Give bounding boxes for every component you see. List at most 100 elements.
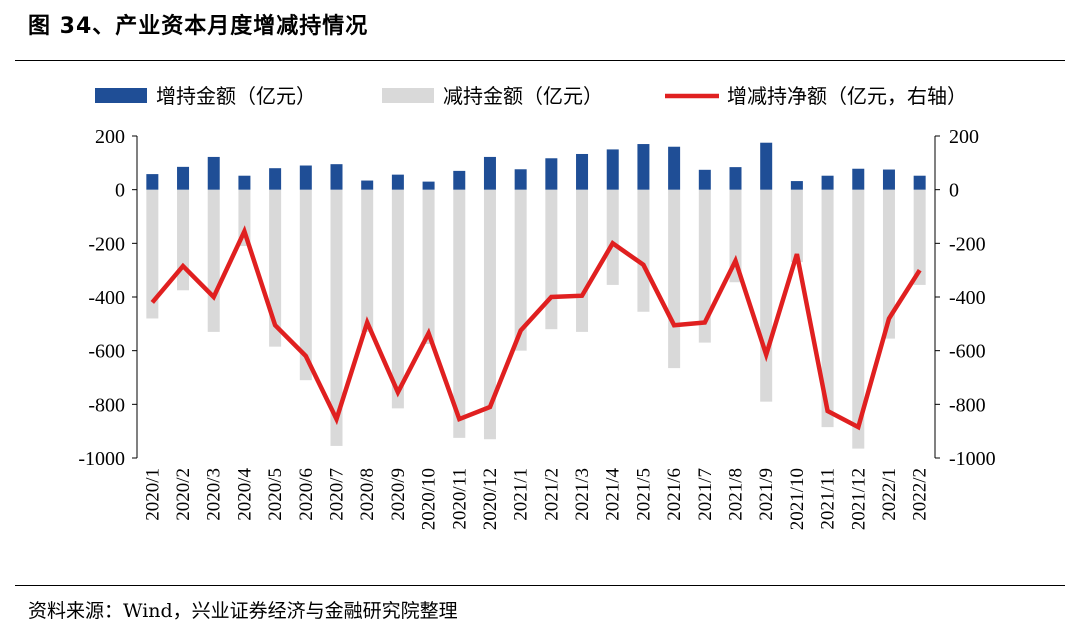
- increase-bar: [606, 149, 619, 190]
- category-label: 2021/1: [511, 468, 532, 521]
- right-tick-label: -800: [949, 394, 986, 416]
- legend-swatch-decrease: [382, 88, 434, 103]
- right-tick-label: 200: [949, 126, 979, 148]
- increase-bar: [422, 181, 435, 190]
- decrease-bar: [729, 189, 742, 283]
- category-label: 2021/7: [695, 468, 716, 521]
- decrease-bar: [453, 189, 466, 438]
- left-tick-label: -400: [88, 287, 125, 309]
- increase-bar: [729, 167, 742, 190]
- decrease-bar: [269, 189, 282, 347]
- increase-bar: [207, 156, 220, 190]
- decrease-bar: [698, 189, 711, 343]
- decrease-bar: [882, 189, 895, 339]
- source-note: 资料来源：Wind，兴业证券经济与金融研究院整理: [28, 600, 458, 622]
- decrease-bar: [852, 189, 865, 449]
- category-label: 2021/12: [848, 468, 869, 530]
- category-label: 2020/7: [327, 468, 348, 521]
- right-tick-label: -1000: [949, 448, 996, 470]
- increase-bar: [299, 165, 312, 190]
- combo-chart: 200 0 -200 -400 -600 -800 -1000 200 0 -200 -400 -60…: [78, 85, 996, 530]
- category-label: 2020/5: [265, 468, 286, 521]
- increase-bar: [391, 174, 404, 190]
- increase-bar: [698, 169, 711, 190]
- category-label: 2021/4: [603, 468, 624, 521]
- legend-label-net: 增减持净额（亿元，右轴）: [727, 85, 967, 108]
- category-label: 2020/1: [142, 468, 163, 521]
- category-label: 2020/6: [296, 468, 317, 521]
- left-tick-label: -200: [88, 233, 125, 255]
- increase-bar: [821, 175, 834, 190]
- increase-bar: [177, 166, 190, 190]
- right-tick-label: -200: [949, 233, 986, 255]
- increase-bar: [790, 181, 803, 190]
- increase-bar: [852, 168, 865, 190]
- left-tick-label: -600: [88, 341, 125, 363]
- decrease-bar: [146, 189, 159, 319]
- category-label: 2020/4: [234, 468, 255, 521]
- category-label: 2020/9: [388, 468, 409, 521]
- category-label: 2020/2: [173, 468, 194, 521]
- decrease-bar: [361, 189, 374, 332]
- decrease-bar: [545, 189, 558, 330]
- decrease-bar: [913, 189, 926, 285]
- increase-bar: [913, 175, 926, 190]
- decrease-bar: [483, 189, 496, 440]
- right-tick-label: -400: [949, 287, 986, 309]
- increase-bar: [269, 168, 282, 190]
- increase-bar: [361, 180, 374, 190]
- category-label: 2021/2: [541, 468, 562, 521]
- category-label: 2020/3: [204, 468, 225, 521]
- category-label: 2021/8: [726, 468, 747, 521]
- category-label: 2022/1: [879, 468, 900, 521]
- top-rule: [15, 60, 1065, 61]
- right-tick-label: -600: [949, 341, 986, 363]
- category-label: 2021/6: [664, 468, 685, 521]
- category-label: 2021/11: [818, 468, 839, 530]
- category-label: 2020/10: [419, 468, 440, 530]
- figure-title: 图 34、产业资本月度增减持情况: [28, 14, 369, 39]
- left-tick-label: -1000: [78, 448, 125, 470]
- increase-bar: [760, 142, 773, 190]
- decrease-bar: [391, 189, 404, 409]
- left-tick-label: 0: [115, 180, 125, 202]
- increase-bar: [576, 153, 589, 190]
- increase-bar: [545, 158, 558, 190]
- decrease-bar: [606, 189, 619, 285]
- increase-bar: [882, 169, 895, 190]
- increase-bar: [637, 144, 650, 190]
- increase-bar: [514, 169, 527, 190]
- category-label: 2020/8: [357, 468, 378, 521]
- decrease-bar: [299, 189, 312, 381]
- left-tick-label: 200: [95, 126, 125, 148]
- category-label: 2021/9: [756, 468, 777, 521]
- right-tick-label: 0: [949, 180, 959, 202]
- legend-swatch-increase: [95, 88, 147, 103]
- legend-label-decrease: 减持金额（亿元）: [443, 85, 603, 108]
- category-label: 2020/12: [480, 468, 501, 530]
- left-tick-label: -800: [88, 394, 125, 416]
- decrease-bar: [790, 189, 803, 263]
- decrease-bar: [238, 189, 251, 247]
- increase-bar: [146, 174, 159, 190]
- increase-bar: [453, 170, 466, 190]
- decrease-bar: [821, 189, 834, 428]
- increase-bar: [330, 164, 343, 190]
- decrease-bar: [576, 189, 589, 332]
- legend-label-increase: 增持金额（亿元）: [156, 85, 316, 108]
- increase-bar: [238, 175, 251, 190]
- decrease-bar: [668, 189, 681, 369]
- category-label: 2021/10: [787, 468, 808, 530]
- decrease-bar: [330, 189, 343, 446]
- increase-bar: [668, 146, 681, 190]
- category-label: 2020/11: [449, 468, 470, 530]
- bottom-rule: [15, 585, 1065, 586]
- decrease-bar: [760, 189, 773, 402]
- category-label: 2021/3: [572, 468, 593, 521]
- category-label: 2022/2: [910, 468, 931, 521]
- net-amount-line: [150, 225, 922, 431]
- category-label: 2021/5: [633, 468, 654, 521]
- decrease-bar: [207, 189, 220, 332]
- decrease-bar: [637, 189, 650, 312]
- decrease-bar: [514, 189, 527, 351]
